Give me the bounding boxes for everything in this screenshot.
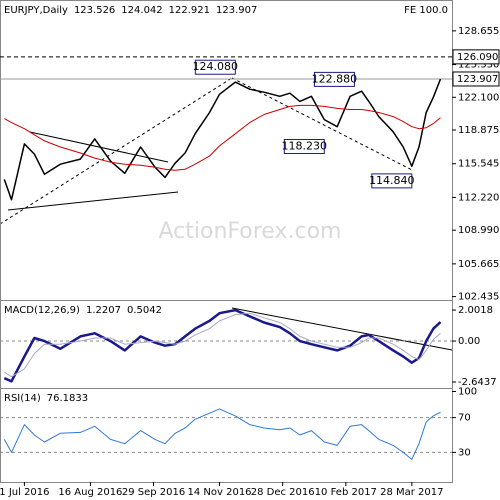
series-line xyxy=(3,78,442,201)
y-tick-label: -2.6437 xyxy=(458,377,497,388)
annotation-label: 114.840 xyxy=(369,174,415,187)
y-tick-label: 102.435 xyxy=(458,292,499,303)
y-tick-label: 2.0018 xyxy=(458,305,493,316)
y-tick-label: 105.665 xyxy=(458,259,499,270)
series-line xyxy=(4,312,441,378)
x-tick-label: 28 Mar 2017 xyxy=(380,487,443,498)
panel-header: RSI(14) 76.1833 xyxy=(4,393,88,404)
readout-value: 123.526 xyxy=(74,5,115,16)
y-tick-label: 70 xyxy=(458,413,471,424)
panel-header: EURJPY,Daily 123.526 124.042 122.921 123.907 xyxy=(4,5,257,16)
series-line xyxy=(4,104,441,171)
series-line xyxy=(3,308,442,383)
readout-value: 76.1833 xyxy=(47,393,88,404)
y-tick-label: 112.220 xyxy=(458,192,499,203)
readout-value: 1.2207 xyxy=(86,305,121,316)
panel-title: MACD(12,26,9) xyxy=(4,305,80,316)
trend-line xyxy=(0,77,233,225)
annotation-box xyxy=(283,139,325,155)
panel-title: EURJPY,Daily xyxy=(4,5,68,16)
x-tick-label: 1 Jul 2016 xyxy=(0,487,50,498)
annotation-box xyxy=(313,71,355,87)
trend-lines xyxy=(0,77,453,351)
annotation-label: 122.880 xyxy=(312,72,358,85)
level-label: 123.907 xyxy=(457,74,498,85)
annotation-label: 118.230 xyxy=(282,140,328,153)
panel-frame xyxy=(0,388,453,483)
x-tick-label: 29 Sep 2016 xyxy=(122,487,185,498)
trend-line xyxy=(231,307,453,351)
trend-line xyxy=(29,131,169,163)
y-tick-label: 128.655 xyxy=(458,26,499,37)
annotation-box xyxy=(371,173,413,189)
readout-value: 124.042 xyxy=(121,5,162,16)
x-tick-label: 14 Nov 2016 xyxy=(188,487,252,498)
x-tick-label: 16 Aug 2016 xyxy=(58,487,122,498)
readout-value: 123.907 xyxy=(216,5,257,16)
y-tick-label: 30 xyxy=(458,447,471,458)
level-label: 126.090 xyxy=(457,52,498,63)
y-tick-label: 125.330 xyxy=(458,60,499,71)
level-box xyxy=(452,49,500,65)
panel-title: RSI(14) xyxy=(4,393,41,404)
series-line xyxy=(3,408,441,460)
watermark: ActionForex.com xyxy=(159,219,342,244)
level-box xyxy=(452,71,500,87)
panel-note: FE 100.0 xyxy=(404,5,448,16)
y-tick-label: 115.545 xyxy=(458,159,499,170)
y-tick-label: 108.990 xyxy=(458,225,499,236)
annotation-box xyxy=(194,59,236,75)
x-tick-label: 10 Feb 2017 xyxy=(315,487,377,498)
trend-line xyxy=(231,77,413,171)
x-tick-label: 28 Dec 2016 xyxy=(251,487,315,498)
y-tick-label: 122.100 xyxy=(458,92,499,103)
readout-value: 0.5042 xyxy=(127,305,162,316)
panel-header: MACD(12,26,9) 1.2207 0.5042 xyxy=(4,305,162,316)
trend-line xyxy=(7,191,179,211)
y-tick-label: 100 xyxy=(458,386,477,397)
y-tick-label: 0.00 xyxy=(458,336,480,347)
annotation-label: 124.080 xyxy=(193,60,239,73)
readout-value: 122.921 xyxy=(169,5,210,16)
y-tick-label: 118.875 xyxy=(458,125,499,136)
